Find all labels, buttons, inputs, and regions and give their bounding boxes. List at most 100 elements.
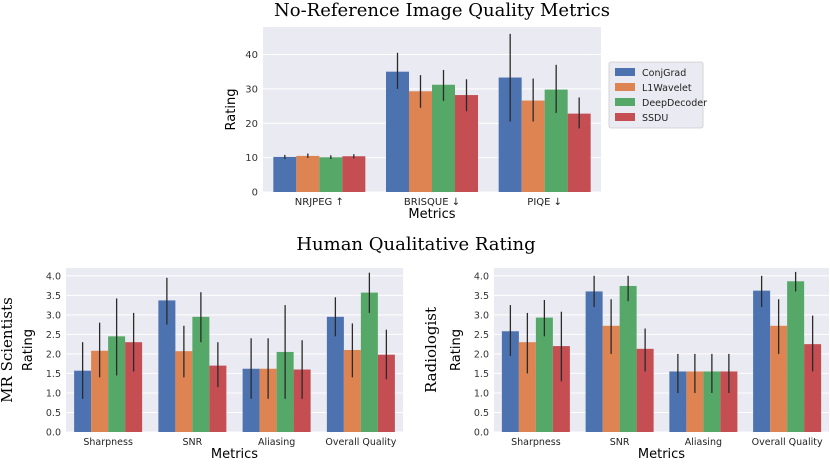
x-axis-label: Metrics (408, 207, 455, 222)
bar (242, 368, 260, 432)
bar (636, 348, 654, 432)
x-tick-label: PIQE ↓ (527, 197, 562, 208)
x-tick-label: SNR (610, 437, 630, 448)
y-tick-label: 1.0 (46, 388, 61, 399)
y-tick-label: 3.0 (46, 310, 61, 321)
legend-label: ConjGrad (642, 68, 686, 79)
bar (377, 354, 395, 432)
y-tick-label: 0 (252, 188, 258, 199)
bar (74, 370, 92, 432)
y-tick-label: 40 (245, 50, 258, 61)
group-side-label: Radiologist (422, 307, 440, 393)
y-tick-label: 2.5 (46, 330, 61, 341)
y-tick-label: 20 (245, 119, 258, 130)
y-tick-label: 0.0 (46, 428, 61, 439)
x-tick-label: Overall Quality (752, 437, 823, 448)
bar (455, 95, 478, 192)
y-tick-label: 10 (245, 153, 258, 164)
bar (91, 350, 109, 432)
bar (293, 369, 311, 432)
bar (669, 371, 687, 432)
bar (319, 157, 343, 192)
bar (535, 317, 553, 432)
bar (753, 290, 771, 432)
y-tick-label: 1.5 (46, 369, 61, 380)
bar (409, 91, 432, 192)
y-tick-label: 3.5 (46, 291, 61, 302)
y-tick-label: 1.0 (474, 388, 489, 399)
bar (386, 71, 409, 192)
bar (720, 371, 738, 432)
x-axis-label: Metrics (211, 447, 258, 462)
bar (360, 292, 378, 432)
bar (343, 350, 361, 432)
y-tick-label: 2.0 (474, 349, 489, 360)
x-axis-label: Metrics (638, 447, 685, 462)
nr-quality-chart: 0 10 20 30 40 NRJPEG ↑ BRISQUE ↓ PIQE ↓ Metrics R… (224, 27, 601, 222)
y-tick-label: 2.5 (474, 330, 489, 341)
bar (619, 285, 637, 432)
x-tick-label: SNR (183, 437, 203, 448)
y-axis-label: Rating (21, 329, 36, 371)
y-tick-label: 2.0 (46, 349, 61, 360)
bar (602, 325, 620, 432)
radiologist-chart: 0.0 0.5 1.0 1.5 2.0 2.5 3.0 3.5 4.0 Sharpness SNR A… (422, 268, 829, 462)
y-tick-label: 1.5 (474, 369, 489, 380)
bar (498, 77, 522, 192)
bar (342, 156, 366, 192)
bar (192, 316, 210, 432)
x-tick-label: Aliasing (685, 437, 722, 448)
bar (552, 346, 570, 432)
legend-box (608, 61, 704, 129)
y-axis-label: Rating (224, 89, 239, 131)
bar (296, 155, 320, 192)
bar (567, 113, 591, 192)
legend-swatch (615, 83, 635, 91)
y-tick-label: 30 (245, 84, 258, 95)
legend-swatch (615, 68, 635, 76)
bar (326, 316, 344, 432)
legend-swatch (615, 113, 635, 121)
x-tick-label: BRISQUE ↓ (404, 197, 460, 208)
y-tick-label: 0.5 (46, 408, 61, 419)
legend-label: L1Wavelet (642, 83, 692, 94)
legend: ConjGrad L1Wavelet DeepDecoder SSDU (608, 61, 707, 129)
bar (259, 368, 277, 432)
y-tick-label: 3.0 (474, 310, 489, 321)
x-tick-label: Sharpness (83, 437, 133, 448)
mr-scientists-chart: 0.0 0.5 1.0 1.5 2.0 2.5 3.0 3.5 4.0 Sharpness SNR A… (0, 268, 403, 462)
bar (158, 300, 176, 432)
y-tick-label: 0.5 (474, 408, 489, 419)
bar (501, 331, 519, 432)
legend-swatch (615, 98, 635, 106)
x-tick-label: Aliasing (258, 437, 295, 448)
bar (585, 291, 603, 432)
bar (273, 156, 297, 192)
bottom-section-title: Human Qualitative Rating (296, 234, 535, 255)
y-axis-label: Rating (449, 329, 464, 371)
bar (209, 365, 227, 432)
top-chart-title: No-Reference Image Quality Metrics (274, 0, 610, 21)
bar (544, 89, 568, 192)
legend-label: DeepDecoder (642, 98, 707, 109)
x-tick-label: Sharpness (511, 437, 561, 448)
bar (804, 344, 822, 432)
bar (108, 336, 126, 432)
y-tick-label: 4.0 (46, 271, 61, 282)
bar (175, 351, 193, 432)
bar (686, 371, 704, 432)
group-side-label: MR Scientists (0, 297, 16, 403)
bar (125, 342, 143, 432)
bar (432, 84, 455, 192)
x-tick-label: NRJPEG ↑ (295, 197, 344, 208)
legend-label: SSDU (642, 113, 668, 124)
y-tick-label: 0.0 (474, 428, 489, 439)
bar (770, 325, 788, 432)
x-tick-label: Overall Quality (325, 437, 396, 448)
bar (703, 371, 721, 432)
y-tick-label: 4.0 (474, 271, 489, 282)
bar (787, 281, 805, 432)
y-tick-label: 3.5 (474, 291, 489, 302)
bar (521, 100, 545, 192)
